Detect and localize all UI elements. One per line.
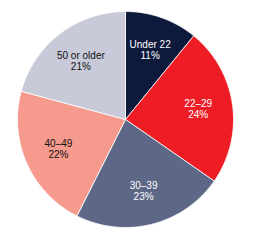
svg-text:50 or older21%: 50 or older21% (57, 50, 105, 72)
svg-text:40–4922%: 40–4922% (45, 138, 73, 160)
svg-text:22–2924%: 22–2924% (184, 98, 212, 120)
svg-text:Under 2211%: Under 2211% (130, 39, 172, 61)
svg-text:30–3923%: 30–3923% (130, 180, 158, 202)
